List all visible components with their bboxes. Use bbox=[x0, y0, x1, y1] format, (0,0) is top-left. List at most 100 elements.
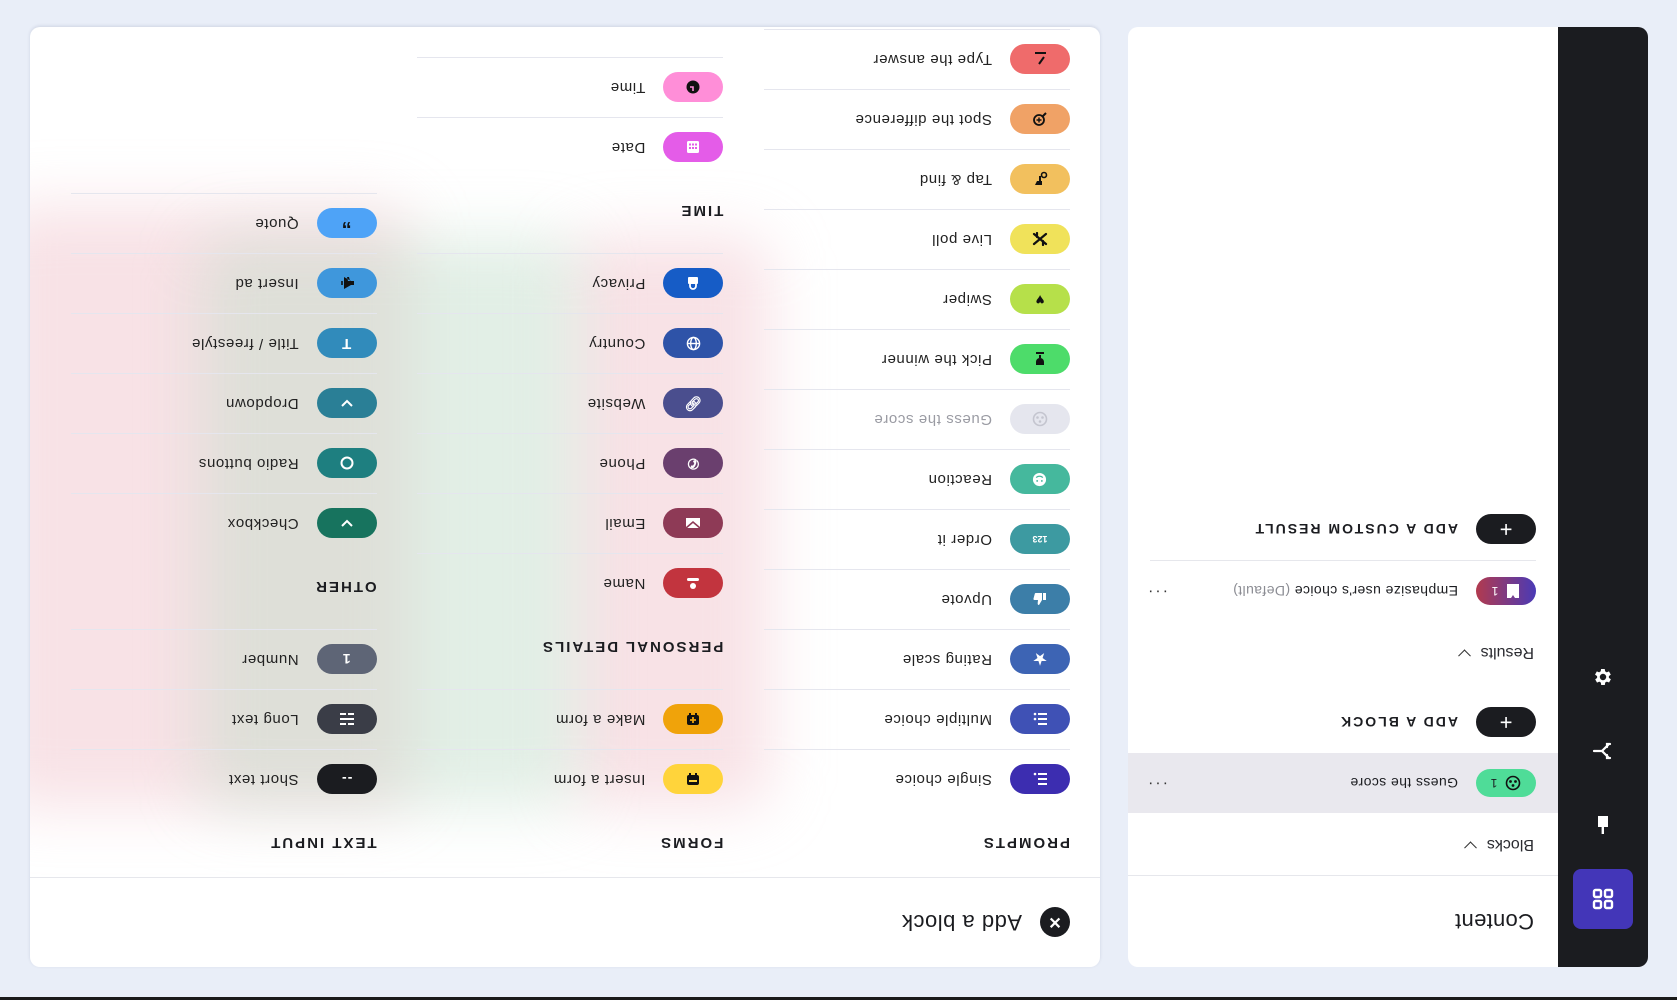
block-type-item[interactable]: ♥ Swiper bbox=[764, 269, 1070, 329]
block-type-label: Email bbox=[604, 515, 646, 532]
section-heading: PROMPTS bbox=[981, 834, 1070, 852]
block-type-label: Insert ad bbox=[234, 275, 299, 292]
checkmark-icon bbox=[340, 519, 354, 529]
thumbs-up-icon bbox=[1033, 593, 1047, 607]
star-icon: ★ bbox=[1033, 650, 1047, 668]
block-type-item[interactable]: Spot the difference bbox=[764, 89, 1070, 149]
add-result-row: + ADD A CUSTOM RESULT bbox=[1128, 498, 1558, 560]
tap-icon bbox=[1032, 172, 1048, 188]
results-section-toggle[interactable]: Results bbox=[1128, 621, 1558, 683]
panel-title: Content bbox=[1128, 875, 1558, 967]
sidebar-item-settings[interactable] bbox=[1573, 647, 1633, 707]
block-type-badge bbox=[663, 268, 724, 299]
sidebar-item-logic[interactable] bbox=[1573, 721, 1633, 781]
block-type-item[interactable]: ✆ Phone bbox=[417, 433, 724, 493]
text-input-column: TEXT INPUT -- Short text Long text 1 Number … bbox=[30, 27, 377, 877]
block-type-label: Spot the difference bbox=[854, 111, 992, 128]
block-type-badge: T bbox=[316, 328, 377, 359]
block-type-columns: PROMPTS Single choice Multiple choice ★ Rat… bbox=[30, 27, 1100, 877]
sidebar-item-content[interactable] bbox=[1573, 869, 1633, 929]
block-type-item[interactable]: Email bbox=[417, 493, 724, 553]
block-type-item[interactable]: Dropdown bbox=[70, 373, 377, 433]
block-type-item[interactable]: 1 Number bbox=[70, 629, 377, 689]
blocks-section-toggle[interactable]: Blocks bbox=[1128, 813, 1558, 875]
block-type-item[interactable]: Single choice bbox=[764, 749, 1070, 809]
block-type-label: Radio buttons bbox=[198, 455, 299, 472]
block-type-item[interactable]: 🔗︎ Website bbox=[417, 373, 724, 433]
block-type-item[interactable]: Privacy bbox=[417, 253, 724, 313]
chevron-down-icon bbox=[1457, 649, 1471, 663]
block-type-item[interactable]: Multiple choice bbox=[764, 689, 1070, 749]
heart-icon: ♥ bbox=[1035, 291, 1045, 308]
block-type-item[interactable]: Checkbox bbox=[70, 493, 377, 553]
block-type-badge bbox=[1010, 44, 1070, 75]
block-type-item[interactable]: Live poll bbox=[764, 209, 1070, 269]
block-type-badge bbox=[1010, 464, 1070, 495]
block-type-item[interactable]: Radio buttons bbox=[70, 433, 377, 493]
sidebar bbox=[1558, 27, 1648, 967]
block-type-label: Country bbox=[588, 335, 646, 352]
block-type-badge bbox=[663, 132, 724, 163]
block-type-item[interactable]: Pick the winner bbox=[764, 329, 1070, 389]
calendar-icon bbox=[686, 141, 700, 155]
block-type-item[interactable]: T Title / freestyle bbox=[70, 313, 377, 373]
block-type-item[interactable]: Insert ad bbox=[70, 253, 377, 313]
block-type-item[interactable]: Tap & find bbox=[764, 149, 1070, 209]
add-block-panel: ✕ Add a block PROMPTS Single choice Multi… bbox=[30, 27, 1100, 967]
magnifier-icon bbox=[1032, 112, 1048, 128]
link-icon: 🔗︎ bbox=[684, 396, 703, 412]
grid-icon bbox=[1592, 888, 1614, 910]
block-type-item[interactable]: Long text bbox=[70, 689, 377, 749]
block-type-item[interactable]: 123 Order it bbox=[764, 509, 1070, 569]
result-list-item[interactable]: 1 Emphasize user's choice (Default) ··· bbox=[1128, 561, 1558, 621]
block-type-item[interactable]: Date bbox=[417, 117, 724, 177]
block-type-item[interactable]: -- Short text bbox=[70, 749, 377, 809]
block-type-badge bbox=[663, 328, 724, 359]
add-block-label[interactable]: ADD A BLOCK bbox=[1339, 714, 1458, 730]
block-type-item[interactable]: Guess the score bbox=[764, 389, 1070, 449]
block-type-label: Phone bbox=[598, 455, 646, 472]
add-custom-result-label[interactable]: ADD A CUSTOM RESULT bbox=[1253, 521, 1458, 537]
add-block-button[interactable]: + bbox=[1476, 707, 1536, 737]
add-custom-result-button[interactable]: + bbox=[1476, 514, 1536, 544]
block-type-badge bbox=[1010, 404, 1070, 435]
block-type-item[interactable]: Upvote bbox=[764, 569, 1070, 629]
block-type-item[interactable]: Time bbox=[417, 57, 724, 117]
block-type-item[interactable]: ★ Rating scale bbox=[764, 629, 1070, 689]
block-list-item[interactable]: 1 Guess the score ··· bbox=[1128, 753, 1558, 813]
form-icon bbox=[686, 773, 700, 787]
block-type-label: Rating scale bbox=[902, 651, 992, 668]
long-text-icon bbox=[339, 713, 355, 727]
block-type-item[interactable]: Name bbox=[417, 553, 724, 613]
block-type-item[interactable]: Reaction bbox=[764, 449, 1070, 509]
pencil-icon bbox=[1032, 52, 1048, 67]
block-type-item[interactable]: ” Quote bbox=[70, 193, 377, 253]
block-type-badge: 🔗︎ bbox=[663, 388, 724, 419]
block-type-label: Privacy bbox=[591, 275, 646, 292]
block-type-label: Single choice bbox=[894, 771, 992, 788]
sidebar-item-design[interactable] bbox=[1573, 795, 1633, 855]
section-heading: PERSONAL DETAILS bbox=[541, 638, 724, 656]
panel-header: ✕ Add a block bbox=[30, 877, 1100, 967]
close-button[interactable]: ✕ bbox=[1040, 907, 1070, 938]
block-type-badge: 123 bbox=[1010, 524, 1070, 555]
results-section-label: Results bbox=[1480, 644, 1534, 661]
block-type-item[interactable]: Country bbox=[417, 313, 724, 373]
more-options-icon[interactable]: ··· bbox=[1146, 583, 1168, 600]
block-type-item[interactable]: Type the answer bbox=[764, 29, 1070, 89]
divider bbox=[1150, 560, 1536, 561]
block-type-badge: ★ bbox=[1010, 644, 1070, 675]
123-icon: 123 bbox=[1032, 534, 1048, 545]
block-type-item[interactable]: Insert a form bbox=[417, 749, 724, 809]
plus-icon: + bbox=[1499, 710, 1513, 735]
section-heading: FORMS bbox=[659, 834, 724, 852]
trophy-icon bbox=[1032, 352, 1048, 368]
block-badge: 1 bbox=[1476, 769, 1536, 797]
result-name-text: Emphasize user's choice bbox=[1294, 583, 1458, 599]
block-type-badge bbox=[316, 704, 377, 735]
close-icon: ✕ bbox=[1048, 913, 1062, 931]
number-icon: 1 bbox=[342, 651, 351, 668]
more-options-icon[interactable]: ··· bbox=[1146, 775, 1168, 792]
block-type-item[interactable]: Make a form bbox=[417, 689, 724, 749]
